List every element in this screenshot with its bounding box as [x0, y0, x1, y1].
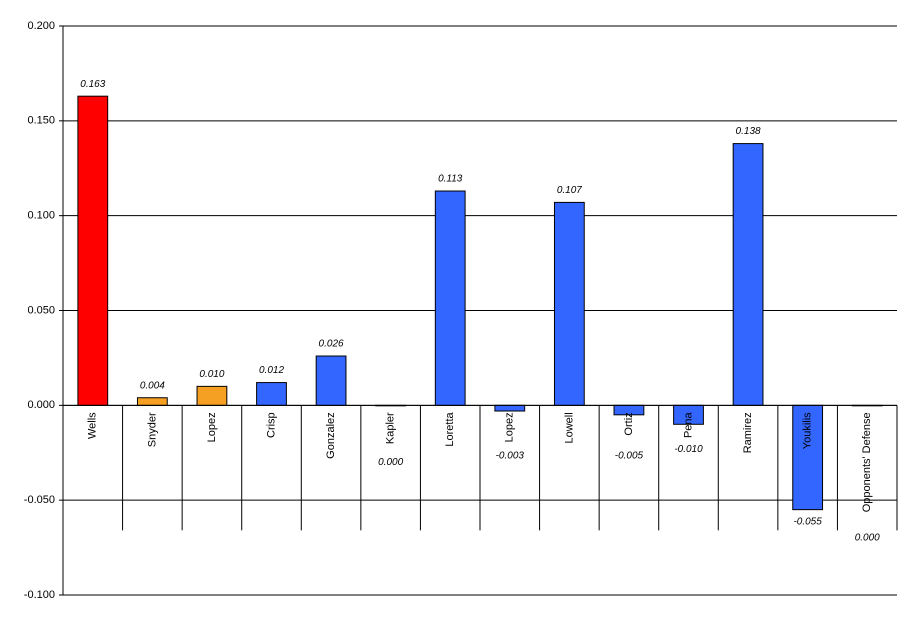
- value-label: 0.138: [736, 126, 761, 137]
- x-tick-label: Ramirez: [742, 412, 754, 453]
- bar: [494, 404, 526, 412]
- bar: [732, 143, 764, 406]
- value-label: -0.003: [496, 450, 525, 461]
- bar: [77, 95, 109, 406]
- value-label: -0.010: [674, 444, 703, 455]
- value-label: -0.055: [793, 516, 822, 527]
- x-tick-label: Lowell: [563, 412, 575, 443]
- bar: [315, 355, 347, 406]
- x-tick-label: Youkilis: [802, 412, 814, 449]
- value-label: 0.004: [140, 380, 165, 391]
- x-tick-label: Snyder: [146, 412, 158, 447]
- y-tick-label: 0.050: [27, 304, 55, 316]
- y-tick-label: 0.100: [27, 210, 55, 222]
- y-tick-label: 0.000: [27, 399, 55, 411]
- x-tick-label: Crisp: [265, 412, 277, 438]
- x-tick-label: Ortiz: [623, 412, 635, 435]
- value-label: 0.012: [259, 365, 284, 376]
- value-label: 0.113: [438, 174, 463, 185]
- x-tick-label: Gonzalez: [325, 412, 337, 458]
- x-tick-label: Wells: [87, 412, 99, 439]
- bar: [434, 190, 466, 406]
- bar: [553, 201, 585, 406]
- y-tick-label: 0.200: [27, 20, 55, 32]
- bar: [196, 385, 228, 406]
- x-tick-label: Pena: [682, 411, 694, 438]
- value-label: 0.000: [855, 532, 880, 543]
- y-tick-label: -0.100: [24, 589, 55, 601]
- y-tick-label: 0.150: [27, 115, 55, 127]
- y-tick-label: -0.050: [24, 494, 55, 506]
- x-tick-label: Loretta: [444, 411, 456, 446]
- value-label: 0.010: [199, 369, 224, 380]
- value-label: -0.005: [615, 450, 644, 461]
- value-label: 0.107: [557, 185, 582, 196]
- bar: [136, 397, 168, 406]
- value-label: 0.163: [80, 79, 105, 90]
- x-tick-label: Opponents' Defense: [861, 412, 873, 512]
- bar: [792, 404, 824, 511]
- value-label: 0.000: [378, 457, 403, 468]
- x-tick-label: Kapler: [385, 412, 397, 444]
- value-label: 0.026: [319, 339, 344, 350]
- bar: [256, 382, 287, 406]
- x-tick-label: Lopez: [504, 412, 516, 442]
- x-tick-label: Lopez: [206, 412, 218, 442]
